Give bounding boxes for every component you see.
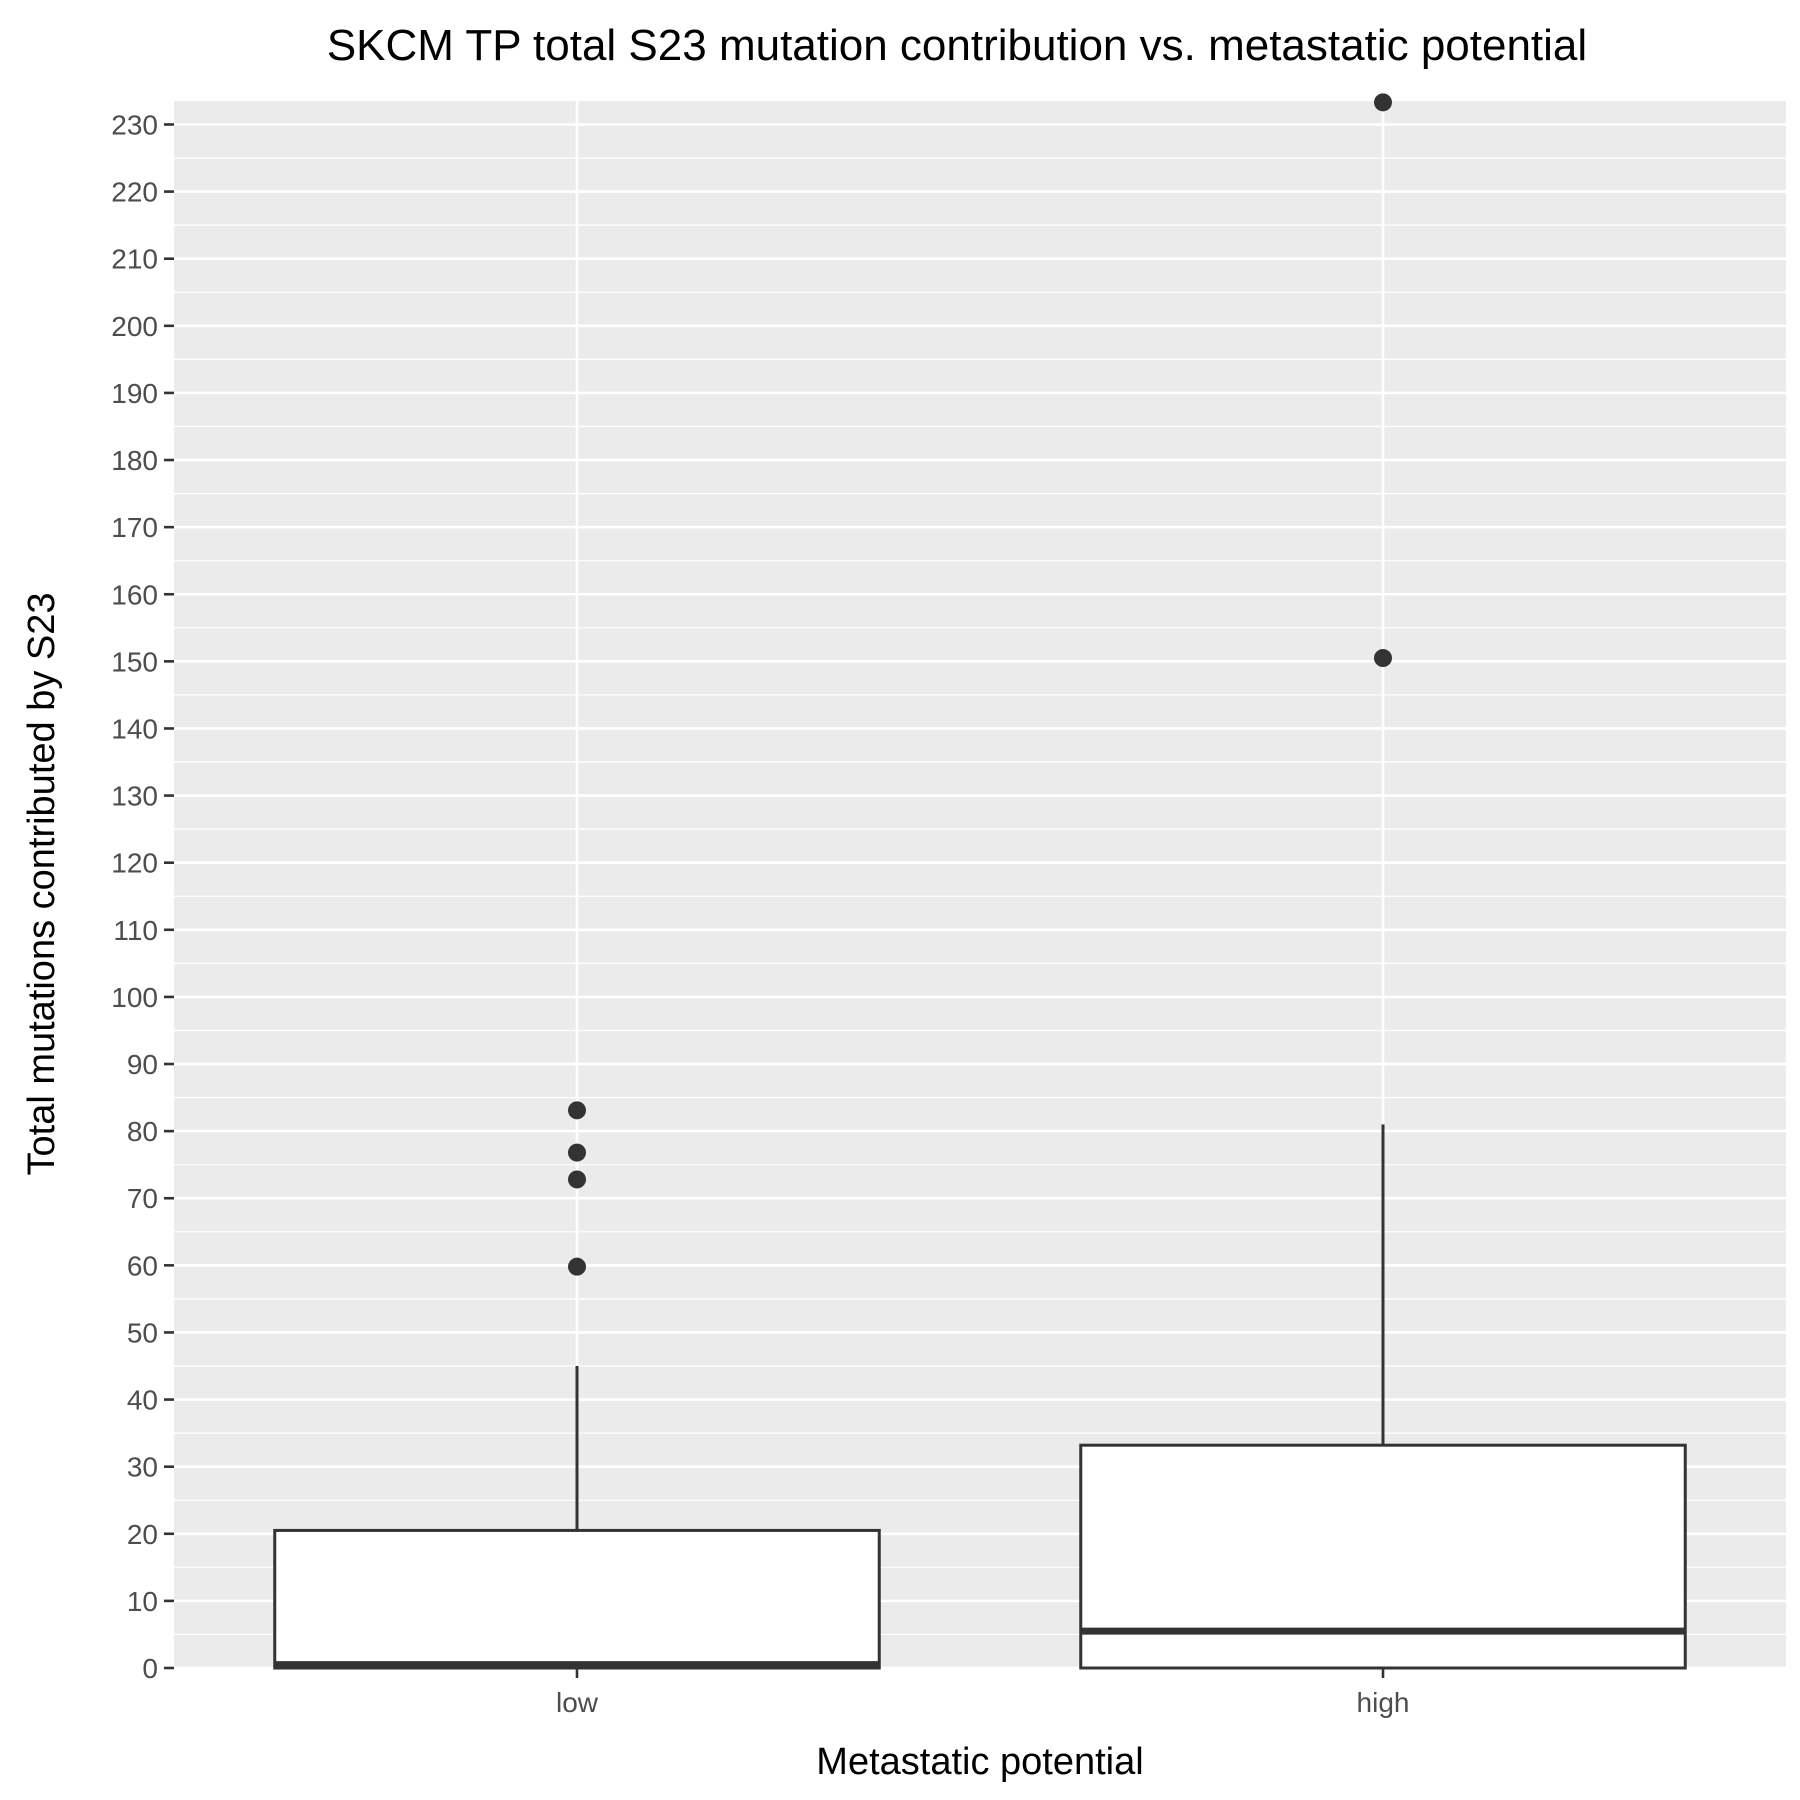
y-tick-label: 30	[127, 1452, 158, 1483]
y-tick-label: 90	[127, 1049, 158, 1080]
y-tick-label: 200	[111, 311, 158, 342]
y-tick-label: 120	[111, 848, 158, 879]
y-tick-label: 110	[113, 915, 158, 946]
y-tick-label: 50	[127, 1317, 158, 1348]
y-tick-label: 60	[127, 1250, 158, 1281]
outlier-point	[568, 1170, 586, 1189]
x-tick-label: low	[556, 1687, 599, 1718]
y-tick-label: 0	[142, 1653, 158, 1684]
y-tick-label: 190	[111, 378, 158, 409]
y-tick-label: 80	[127, 1116, 158, 1147]
chart-title: SKCM TP total S23 mutation contribution …	[327, 21, 1587, 70]
grid-lines	[174, 101, 1786, 1670]
y-tick-label: 180	[111, 445, 158, 476]
plot-panel	[174, 101, 1786, 1668]
x-tick-label: high	[1357, 1687, 1410, 1718]
x-axis: low high	[556, 1668, 1409, 1718]
y-tick-label: 140	[111, 713, 158, 744]
outlier-point	[568, 1101, 586, 1120]
y-tick-label: 160	[111, 579, 158, 610]
y-tick-label: 230	[111, 109, 158, 140]
outlier-point	[1374, 93, 1392, 112]
y-tick-label: 10	[127, 1586, 158, 1617]
y-axis-title: Total mutations contributed by S23	[21, 592, 63, 1175]
y-tick-label: 150	[111, 646, 158, 677]
box-low	[273, 1101, 881, 1670]
outlier-point	[568, 1257, 586, 1276]
y-tick-label: 70	[127, 1183, 158, 1214]
box-high	[1079, 93, 1687, 1670]
y-tick-label: 40	[127, 1385, 158, 1416]
y-tick-label: 170	[111, 512, 158, 543]
x-axis-title: Metastatic potential	[816, 1741, 1143, 1783]
outlier-point	[1374, 649, 1392, 668]
outlier-point	[568, 1143, 586, 1162]
y-tick-label: 130	[111, 781, 158, 812]
box-body	[273, 1528, 881, 1670]
y-tick-label: 210	[111, 244, 158, 275]
y-tick-label: 100	[111, 982, 158, 1013]
y-axis: 0 10 20 30 40 50 60 70 80 90 100 110 120 130 140 150 160…	[111, 109, 174, 1684]
boxes	[273, 93, 1687, 1670]
y-tick-label: 20	[127, 1519, 158, 1550]
y-tick-label: 220	[111, 177, 158, 208]
